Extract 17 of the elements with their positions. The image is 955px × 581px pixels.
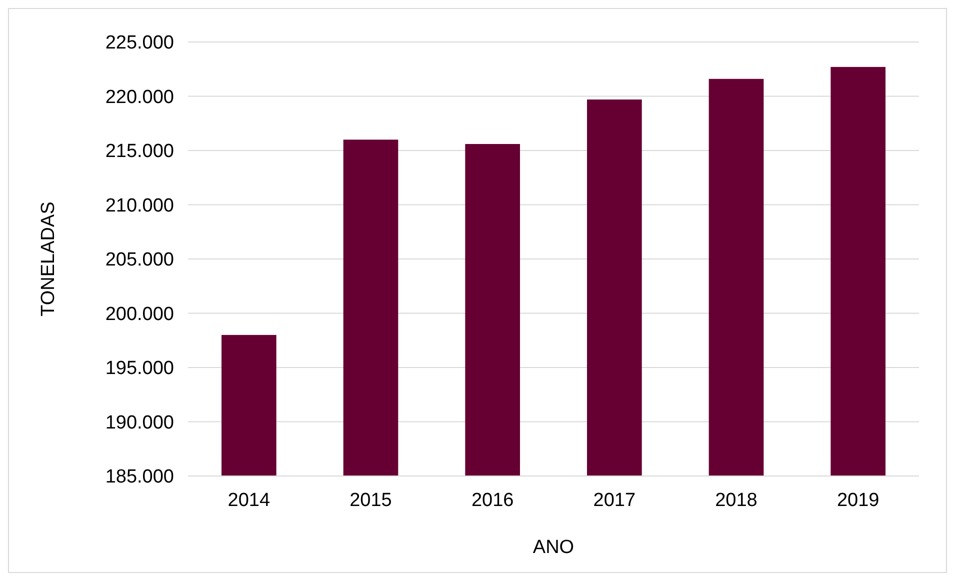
y-tick-label: 225.000 [105, 32, 174, 54]
x-tick-label: 2019 [836, 490, 880, 511]
x-axis-title: ANO [532, 537, 574, 558]
x-tick-label: 2014 [228, 490, 270, 511]
y-tick-label: 210.000 [105, 195, 174, 216]
y-tick-label: 220.000 [105, 86, 174, 108]
y-tick-label: 195.000 [105, 358, 174, 380]
x-tick-label: 2016 [471, 490, 514, 511]
x-tick-label: 2017 [593, 490, 636, 511]
y-tick-label: 185.000 [105, 466, 174, 488]
y-tick-label: 190.000 [105, 412, 174, 434]
x-tick-label: 2018 [715, 490, 758, 511]
x-tick-label: 2015 [350, 490, 392, 511]
y-axis-title: TONELADAS [38, 202, 59, 316]
y-tick-label: 200.000 [105, 304, 174, 325]
y-tick-label: 205.000 [105, 250, 174, 271]
y-tick-label: 215.000 [105, 141, 174, 162]
